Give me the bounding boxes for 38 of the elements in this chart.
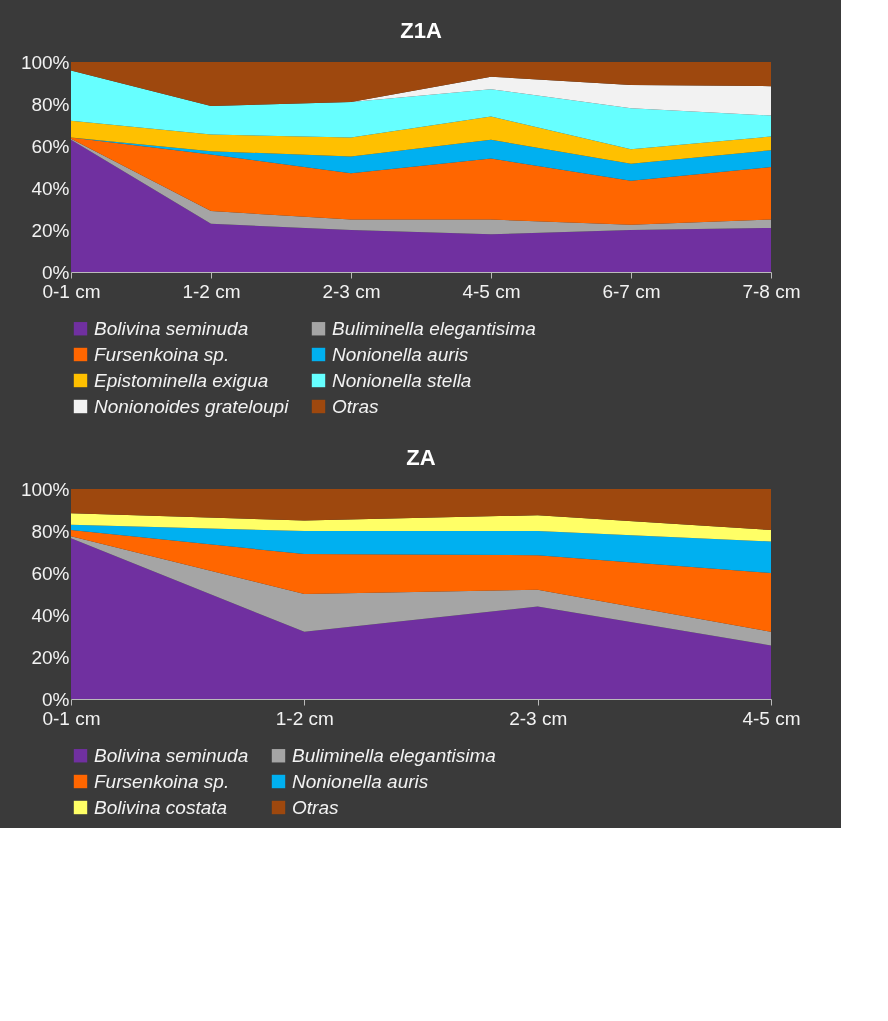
x-tick-label: 4-5 cm bbox=[742, 707, 801, 729]
y-tick-label: 100% bbox=[20, 51, 70, 73]
y-tick-label: 60% bbox=[31, 135, 70, 157]
y-tick-label: 20% bbox=[31, 646, 70, 668]
y-tick-label: 80% bbox=[31, 93, 70, 115]
legend-label: Otras bbox=[332, 395, 379, 417]
legend-label: Bolivina seminuda bbox=[94, 317, 249, 339]
y-tick-label: 0% bbox=[42, 261, 70, 283]
y-tick-label: 40% bbox=[31, 604, 70, 626]
legend-label: Nonionella auris bbox=[332, 343, 469, 365]
y-tick-label: 80% bbox=[31, 520, 70, 542]
x-tick-label: 7-8 cm bbox=[742, 280, 801, 302]
y-tick-label: 100% bbox=[20, 478, 70, 500]
y-tick-label: 0% bbox=[42, 688, 70, 710]
legend-label: Nonionella stella bbox=[332, 369, 472, 391]
y-tick-label: 60% bbox=[31, 562, 70, 584]
legend-label: Otras bbox=[292, 796, 339, 818]
x-tick-label: 2-3 cm bbox=[322, 280, 381, 302]
legend-label: Bolivina seminuda bbox=[94, 744, 249, 766]
legend-label: Fursenkoina sp. bbox=[94, 343, 230, 365]
x-tick-label: 1-2 cm bbox=[182, 280, 241, 302]
legend-label: Buliminella elegantisima bbox=[292, 744, 496, 766]
x-tick-label: 4-5 cm bbox=[462, 280, 521, 302]
x-tick-label: 2-3 cm bbox=[509, 707, 568, 729]
chart-title: ZA bbox=[406, 445, 436, 470]
legend-label: Buliminella elegantisima bbox=[332, 317, 536, 339]
x-tick-label: 6-7 cm bbox=[602, 280, 661, 302]
y-tick-label: 20% bbox=[31, 219, 70, 241]
x-tick-label: 0-1 cm bbox=[42, 707, 101, 729]
legend-label: Nonionella auris bbox=[292, 770, 429, 792]
x-tick-label: 1-2 cm bbox=[275, 707, 334, 729]
y-tick-label: 40% bbox=[31, 177, 70, 199]
legend-label: Nonionoides grateloupi bbox=[94, 395, 290, 417]
legend-label: Fursenkoina sp. bbox=[94, 770, 230, 792]
x-tick-label: 0-1 cm bbox=[42, 280, 101, 302]
chart-title: Z1A bbox=[400, 18, 442, 43]
legend-label: Bolivina costata bbox=[94, 796, 228, 818]
legend-label: Epistominella exigua bbox=[94, 369, 269, 391]
